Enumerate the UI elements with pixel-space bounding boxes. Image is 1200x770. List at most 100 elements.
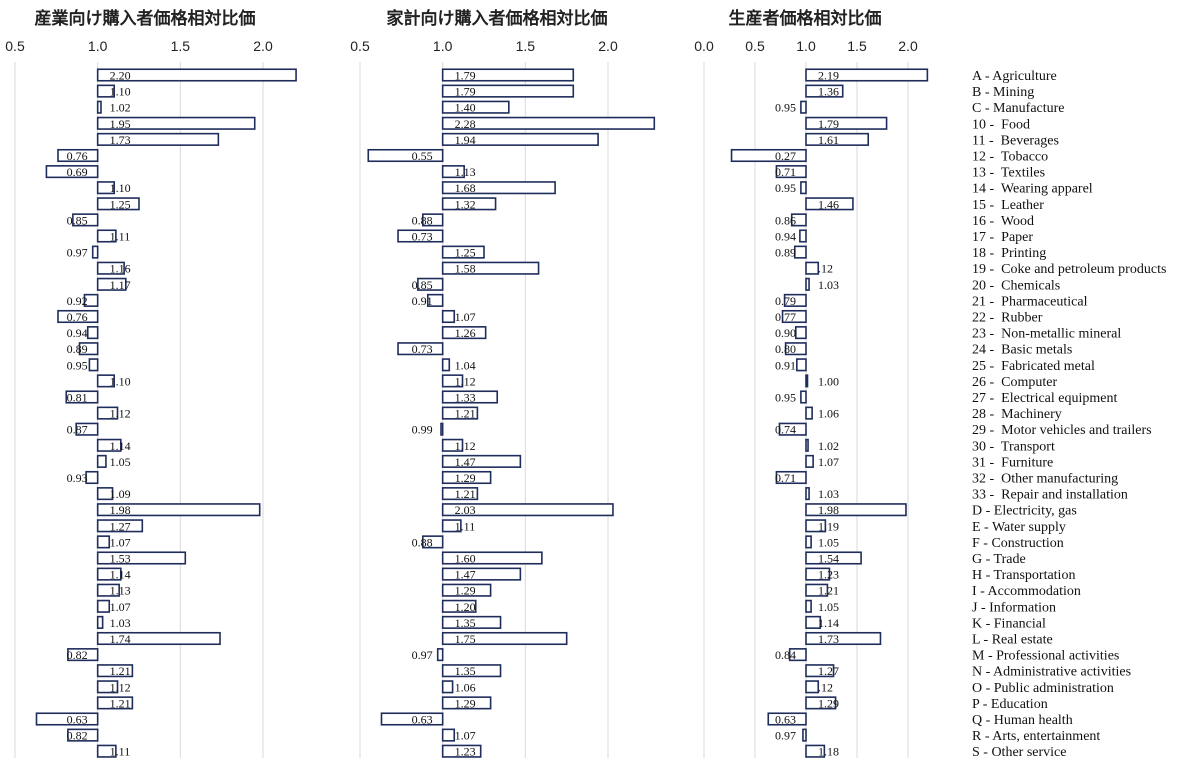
bar xyxy=(441,696,492,710)
bar xyxy=(441,68,575,82)
data-label: 1.14 xyxy=(110,439,131,453)
data-label: 1.12 xyxy=(455,374,476,388)
bar xyxy=(805,487,810,501)
bar xyxy=(441,100,510,114)
category-label: 23 - Non-metallic mineral xyxy=(972,327,1121,342)
data-label: 0.97 xyxy=(412,648,433,662)
data-label: 1.14 xyxy=(110,568,131,582)
bar xyxy=(800,181,807,195)
bar xyxy=(86,326,99,340)
data-label: 0.99 xyxy=(412,423,433,437)
bar xyxy=(805,261,820,275)
category-label: 18 - Printing xyxy=(972,246,1046,261)
bar xyxy=(805,68,929,82)
x-tick-label: 1.0 xyxy=(796,38,816,54)
category-label: I - Accommodation xyxy=(972,584,1081,599)
category-label: F - Construction xyxy=(972,536,1064,551)
x-tick-label: 2.0 xyxy=(253,38,273,54)
category-label: 33 - Repair and installation xyxy=(972,488,1128,503)
data-label: 1.05 xyxy=(818,535,839,549)
data-label: 1.21 xyxy=(818,584,839,598)
data-label: 0.74 xyxy=(775,423,796,437)
data-label: 1.05 xyxy=(818,600,839,614)
chart-title: 産業向け購入者価格相対比価 xyxy=(35,8,256,29)
bar xyxy=(96,503,261,517)
bar xyxy=(397,229,444,243)
bar xyxy=(436,648,444,662)
bar xyxy=(96,551,187,565)
bar xyxy=(422,213,444,227)
data-label: 0.85 xyxy=(67,213,88,227)
data-label: 0.71 xyxy=(775,471,796,485)
bar xyxy=(57,309,99,324)
x-tick-label: 0.5 xyxy=(745,38,765,54)
bar xyxy=(441,438,464,452)
chart-panel-producer: 生産者価格相対比価 0.0 0.5 1.0 1.5 2.0 2.19 1.36 0.95 1.79… xyxy=(694,8,929,759)
data-label: 1.10 xyxy=(110,85,131,99)
data-label: 0.89 xyxy=(67,342,88,356)
bar xyxy=(83,293,99,307)
bar xyxy=(441,454,522,468)
category-label: 31 - Furniture xyxy=(972,455,1053,470)
data-label: 2.20 xyxy=(110,69,131,83)
category-label: 13 - Textiles xyxy=(972,166,1045,181)
data-label: 2.03 xyxy=(455,503,476,517)
data-label: 1.23 xyxy=(455,745,476,759)
data-label: 1.32 xyxy=(455,197,476,211)
bar xyxy=(441,245,485,259)
category-label: 11 - Beverages xyxy=(972,133,1059,148)
bar xyxy=(805,664,835,678)
data-label: 1.07 xyxy=(455,729,476,743)
bar xyxy=(96,406,119,420)
bar xyxy=(441,374,464,388)
bar xyxy=(96,68,297,82)
data-label: 0.94 xyxy=(67,326,88,340)
data-label: 2.28 xyxy=(455,117,476,131)
x-tick-label: 1.0 xyxy=(88,38,108,54)
bar xyxy=(422,535,444,549)
category-label: H - Transportation xyxy=(972,568,1075,583)
bar xyxy=(805,599,812,613)
data-label: 1.25 xyxy=(110,197,131,211)
data-label: 0.97 xyxy=(775,729,796,743)
bar xyxy=(65,390,99,404)
bar xyxy=(35,712,99,726)
data-label: 0.95 xyxy=(775,181,796,195)
bar xyxy=(805,567,831,581)
data-label: 1.60 xyxy=(455,552,476,566)
data-label: 1.21 xyxy=(110,664,131,678)
bar xyxy=(96,181,115,195)
category-label: 22 - Rubber xyxy=(972,311,1043,326)
bar xyxy=(799,229,807,243)
category-label: 14 - Wearing apparel xyxy=(972,182,1093,197)
bar xyxy=(96,535,111,549)
x-tick-label: 2.0 xyxy=(598,38,618,54)
bar xyxy=(441,358,451,372)
data-label: 0.63 xyxy=(775,713,796,727)
bar xyxy=(96,664,134,678)
bar xyxy=(96,100,102,114)
data-label: 1.07 xyxy=(455,310,476,324)
data-label: 1.79 xyxy=(455,69,476,83)
category-label: 15 - Leather xyxy=(972,198,1044,213)
bar xyxy=(57,148,99,163)
bar xyxy=(796,358,807,372)
x-tick-label: 1.5 xyxy=(516,38,536,54)
category-label: K - Financial xyxy=(972,616,1046,631)
data-label: 0.93 xyxy=(67,471,88,485)
data-label: 1.21 xyxy=(455,407,476,421)
category-label: 28 - Machinery xyxy=(972,407,1062,422)
data-label: 1.07 xyxy=(110,600,131,614)
data-label: 1.75 xyxy=(455,632,476,646)
data-label: 0.90 xyxy=(775,326,796,340)
data-label: 1.13 xyxy=(455,165,476,179)
data-label: 1.53 xyxy=(110,552,131,566)
data-label: 0.63 xyxy=(412,713,433,727)
bar xyxy=(441,116,656,130)
category-label: 32 - Other manufacturing xyxy=(972,472,1118,487)
bar xyxy=(441,406,479,420)
bar xyxy=(805,744,826,758)
bar xyxy=(367,148,444,163)
bar xyxy=(441,84,575,98)
bar xyxy=(805,503,907,517)
